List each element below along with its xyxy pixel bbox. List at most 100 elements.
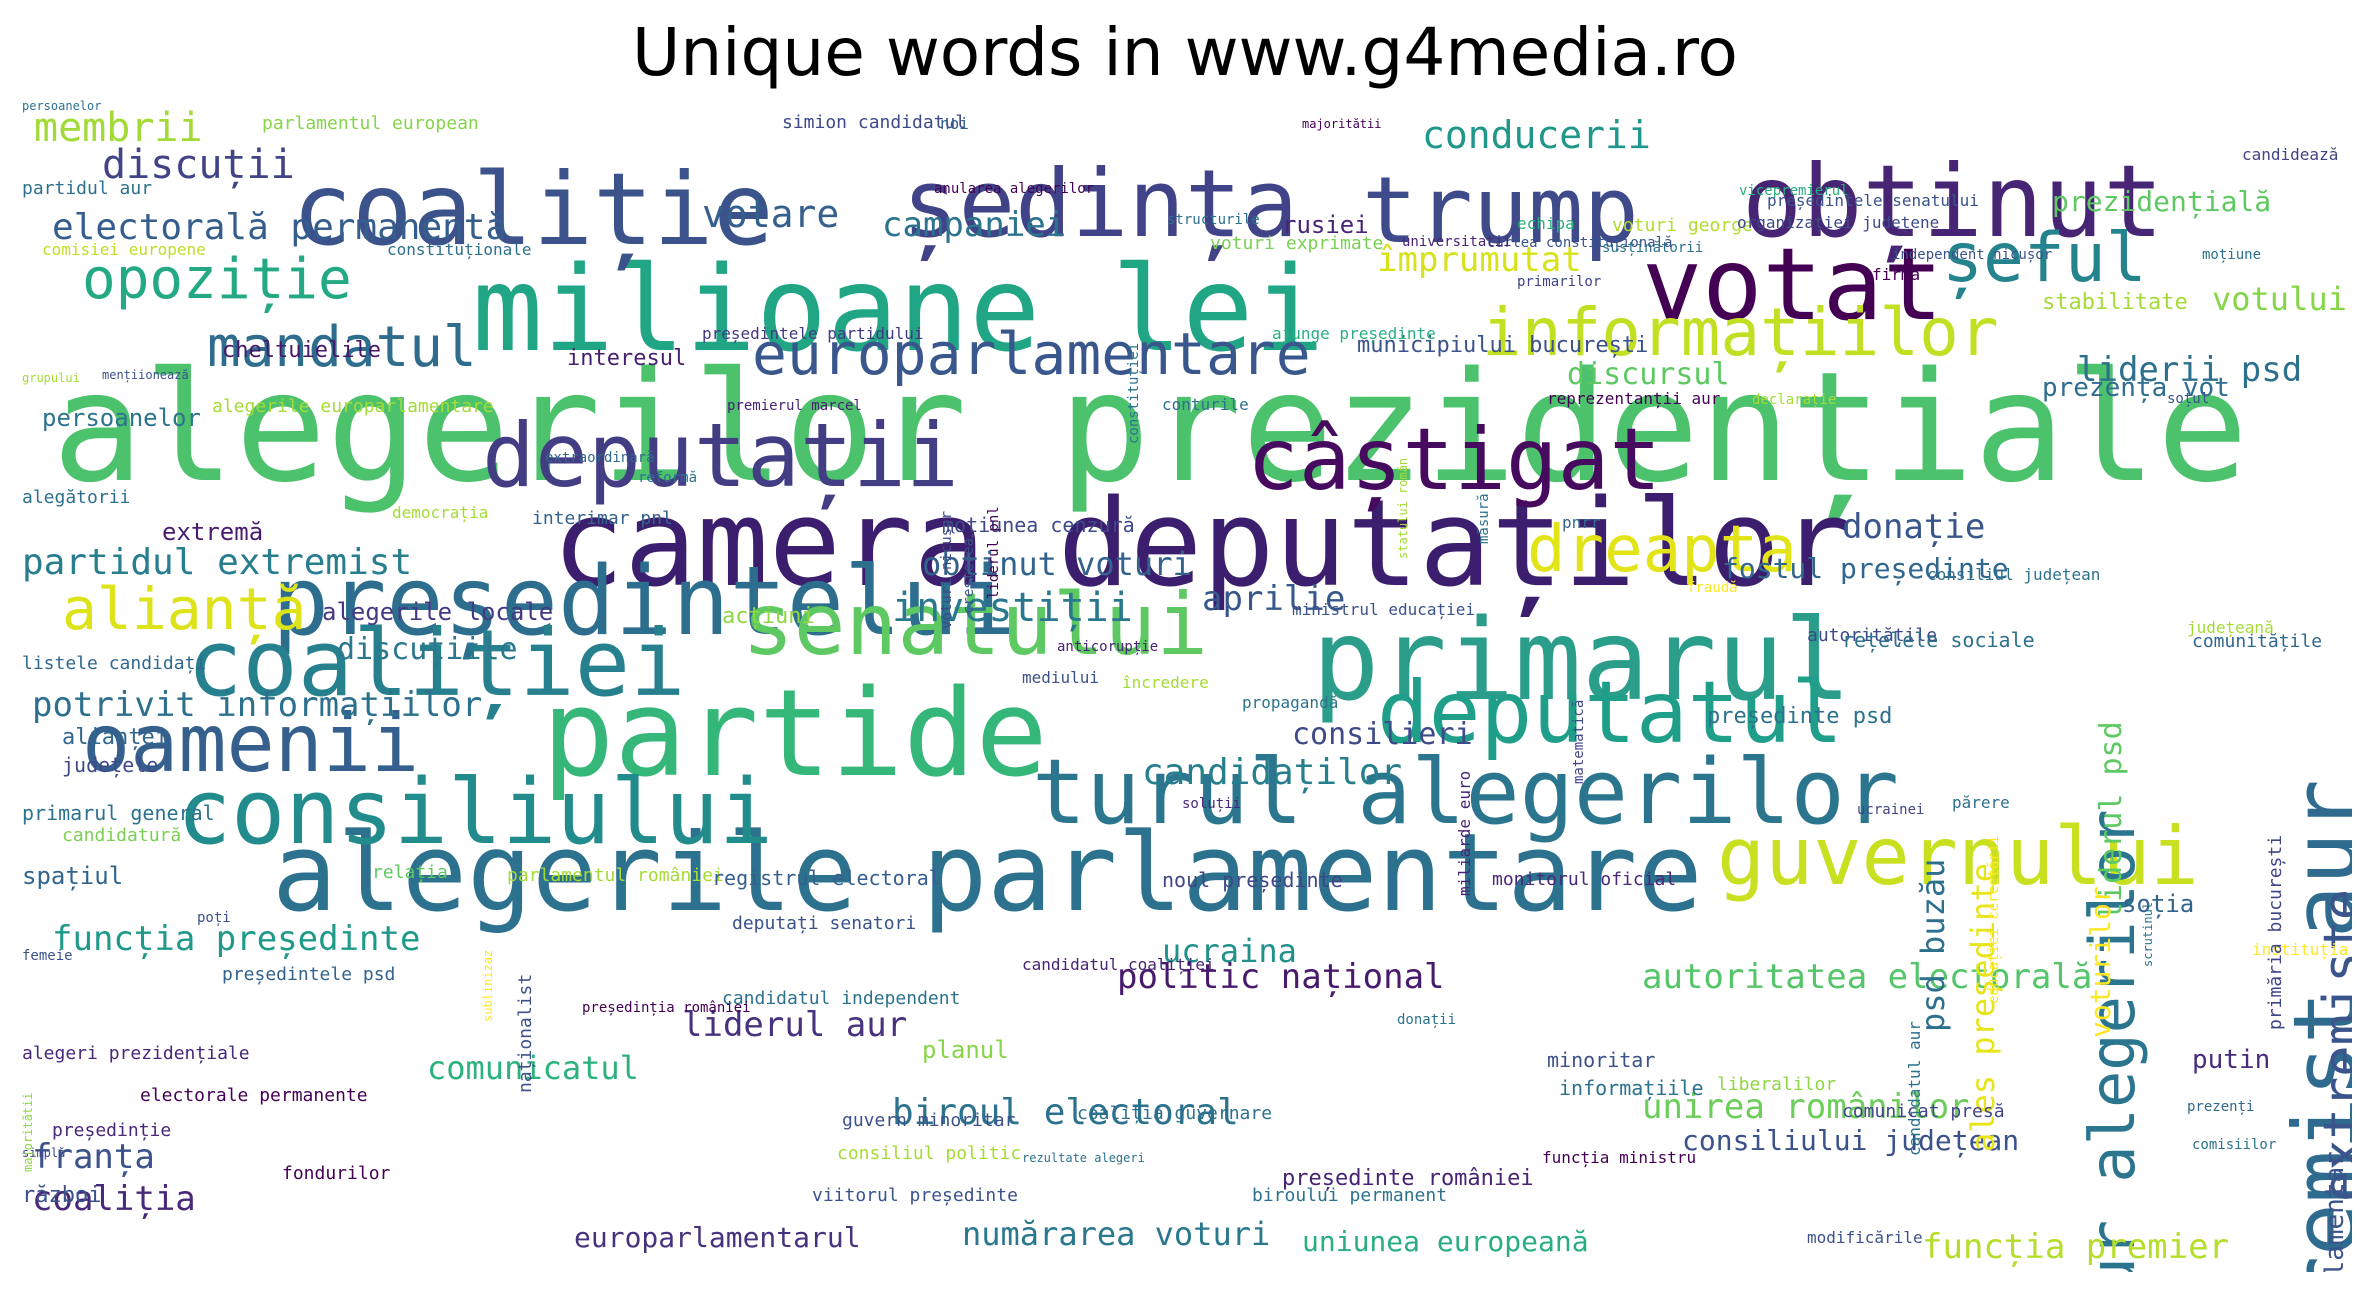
word-83: planul xyxy=(922,1036,1009,1064)
word-138: noi xyxy=(940,114,969,133)
word-41: partidul extremist xyxy=(22,542,413,583)
word-161: propagandă xyxy=(1242,693,1339,712)
word-116: președintele psd xyxy=(222,964,396,985)
word-80: cheltuielile xyxy=(222,338,381,363)
word-135: informațiile xyxy=(1559,1076,1704,1100)
word-190: naționalist xyxy=(515,973,536,1093)
word-164: părere xyxy=(1952,793,2010,812)
word-95: președintele partidului xyxy=(702,324,924,343)
word-106: listele candidați xyxy=(22,653,207,674)
word-38: votului xyxy=(2212,280,2347,318)
word-142: voturi exprimate xyxy=(1210,233,1384,254)
word-85: parlamentul european xyxy=(262,113,479,134)
word-5: trump xyxy=(1362,157,1639,264)
word-118: candidatul independent xyxy=(722,988,961,1009)
word-81: interesul xyxy=(567,346,687,371)
word-123: consiliul politic xyxy=(837,1143,1022,1164)
word-109: candidatură xyxy=(62,825,182,846)
word-63: numărarea voturi xyxy=(962,1215,1271,1253)
word-48: discuțiile xyxy=(337,632,518,667)
word-0: alegerilor prezidențiale xyxy=(52,339,2249,516)
word-40: liderii psd xyxy=(2077,350,2303,390)
word-33: electorală permanentă xyxy=(52,207,508,248)
word-34: votare xyxy=(702,192,840,236)
word-169: prezenți xyxy=(2187,1099,2255,1115)
word-194: primăria bucurești xyxy=(2265,834,2286,1030)
word-125: biroului permanent xyxy=(1252,1185,1448,1206)
word-31: membrii xyxy=(34,105,203,151)
word-136: liberalilor xyxy=(1717,1074,1837,1095)
word-114: monitorul oficial xyxy=(1492,869,1677,890)
word-186: statului român xyxy=(1396,457,1410,559)
word-198: persoanelor xyxy=(22,100,102,113)
word-180: mențiionează xyxy=(102,368,189,382)
word-7: votat xyxy=(1642,226,1944,343)
word-126: președinte româniei xyxy=(1282,1166,1534,1191)
word-69: persoanelor xyxy=(42,404,201,432)
word-46: fostul președinte xyxy=(1722,552,2009,585)
word-9: partide xyxy=(542,665,1048,804)
word-42: obținut voturi xyxy=(922,545,1192,583)
word-152: declarație xyxy=(1752,392,1837,408)
word-139: anularea alegerilor xyxy=(934,181,1095,197)
word-110: relația xyxy=(372,862,448,883)
word-26: dreapta xyxy=(1527,513,1797,587)
word-23: informațiilor xyxy=(1482,294,1999,371)
word-12: coaliției xyxy=(187,610,686,717)
word-73: voturilor xyxy=(2084,886,2117,1038)
word-4: ședința xyxy=(902,150,1299,259)
word-128: război xyxy=(22,1183,102,1208)
word-140: structurile xyxy=(1167,212,1260,228)
word-184: liderul pnl xyxy=(986,506,1002,599)
word-8: alegerile parlamentare xyxy=(272,811,1703,936)
word-160: încredere xyxy=(1122,673,1209,692)
word-122: guvern minoritar xyxy=(842,1110,1016,1131)
word-78: soția xyxy=(2122,890,2195,918)
word-82: discursul xyxy=(1567,357,1730,392)
word-22: europarlamentare xyxy=(752,320,1311,388)
word-52: funcția președinte xyxy=(52,919,421,959)
word-150: primarilor xyxy=(1517,274,1602,290)
word-182: voturi nicușor xyxy=(939,510,955,629)
word-96: ajunge președinte xyxy=(1272,324,1436,343)
word-187: matematică xyxy=(1571,699,1587,784)
word-47: potrivit informațiilor xyxy=(32,685,483,725)
word-145: susținătorii xyxy=(1602,240,1704,256)
word-24: opoziție xyxy=(82,247,352,312)
word-148: vicepremierul xyxy=(1739,183,1849,199)
word-35: campaniei xyxy=(882,205,1067,245)
word-97: reprezentanții aur xyxy=(1547,389,1721,408)
word-143: echipa xyxy=(1517,214,1575,233)
word-149: firmă xyxy=(1872,265,1921,284)
word-173: rezultate alegeri xyxy=(1022,1151,1145,1165)
word-58: unirea românilor xyxy=(1642,1087,1970,1127)
word-157: ministrul educației xyxy=(1292,600,1476,619)
word-111: parlamentul româniei xyxy=(507,865,724,886)
word-159: mediului xyxy=(1022,668,1100,687)
word-156: fraudă xyxy=(1687,580,1738,596)
word-45: donație xyxy=(1842,507,1986,547)
word-104: alegătorii xyxy=(22,487,131,508)
word-132: autoritățile xyxy=(1807,625,1938,646)
word-10: primarul xyxy=(1312,596,1852,726)
word-167: președinția româniei xyxy=(582,1000,751,1016)
word-189: sublinizaz xyxy=(481,949,495,1022)
word-32: discuții xyxy=(102,142,295,188)
word-196: majoritătii xyxy=(1302,117,1382,131)
word-102: interimar pnl xyxy=(532,508,673,529)
word-144: universitatii xyxy=(1402,234,1512,250)
word-15: turul alegerilor xyxy=(1032,740,1899,845)
word-98: alegerile europarlamentare xyxy=(212,396,494,417)
word-113: noul președinte xyxy=(1162,868,1343,892)
word-117: candidatul coaliției xyxy=(1022,955,1215,974)
word-103: moțiunea cenzură xyxy=(942,513,1135,537)
word-158: anticorupție xyxy=(1057,639,1159,655)
word-55: liderul aur xyxy=(682,1005,908,1045)
word-87: președintele senatului xyxy=(1767,191,1979,210)
word-79: rusiei xyxy=(1282,211,1369,239)
word-64: uniunea europeană xyxy=(1302,1225,1589,1258)
word-165: femeie xyxy=(22,948,73,964)
word-19: guvernului xyxy=(1717,810,2199,903)
word-151: soțul xyxy=(2167,391,2210,407)
word-1: camera deputaților xyxy=(552,475,1853,614)
